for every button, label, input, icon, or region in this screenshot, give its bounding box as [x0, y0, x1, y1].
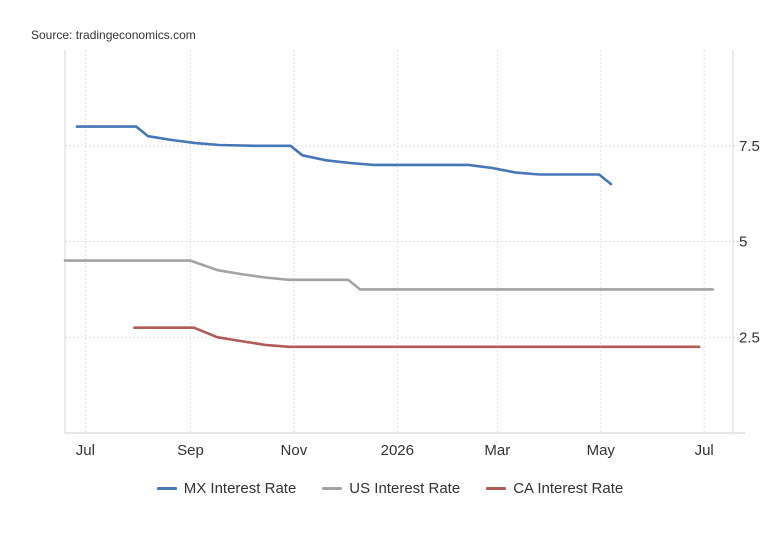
x-tick-label: Jul	[76, 442, 95, 459]
x-tick-label: Nov	[281, 442, 308, 459]
x-tick-label: Sep	[177, 442, 204, 459]
y-tick-label: 5	[739, 234, 747, 251]
legend: MX Interest Rate US Interest Rate CA Inter…	[0, 480, 780, 497]
plot-frame	[64, 50, 745, 434]
gridlines	[65, 50, 745, 433]
y-tick-label: 7.5	[739, 138, 760, 155]
legend-label: US Interest Rate	[349, 480, 461, 497]
x-axis-labels: Jul Sep Nov 2026 Mar May Jul	[76, 442, 714, 459]
legend-label: MX Interest Rate	[183, 480, 297, 497]
x-tick-label: May	[587, 442, 616, 459]
legend-item-ca[interactable]: CA Interest Rate	[486, 480, 623, 497]
series-line-ca	[133, 326, 701, 349]
x-tick-label: Mar	[484, 442, 510, 459]
series-line-us	[63, 259, 714, 291]
x-tick-label: 2026	[381, 442, 414, 459]
x-tick-label: Jul	[695, 442, 714, 459]
legend-item-us[interactable]: US Interest Rate	[322, 480, 460, 497]
legend-swatch	[322, 487, 343, 490]
y-tick-label: 2.5	[739, 329, 760, 346]
y-axis-labels: 2.5 5 7.5	[739, 138, 760, 347]
series-lines	[63, 125, 714, 349]
legend-swatch	[486, 487, 507, 490]
legend-label: CA Interest Rate	[513, 480, 624, 497]
legend-swatch	[156, 487, 177, 490]
series-line-mx	[75, 125, 613, 186]
source-note: Source: tradingeconomics.com	[31, 28, 196, 42]
legend-item-mx[interactable]: MX Interest Rate	[156, 480, 297, 497]
